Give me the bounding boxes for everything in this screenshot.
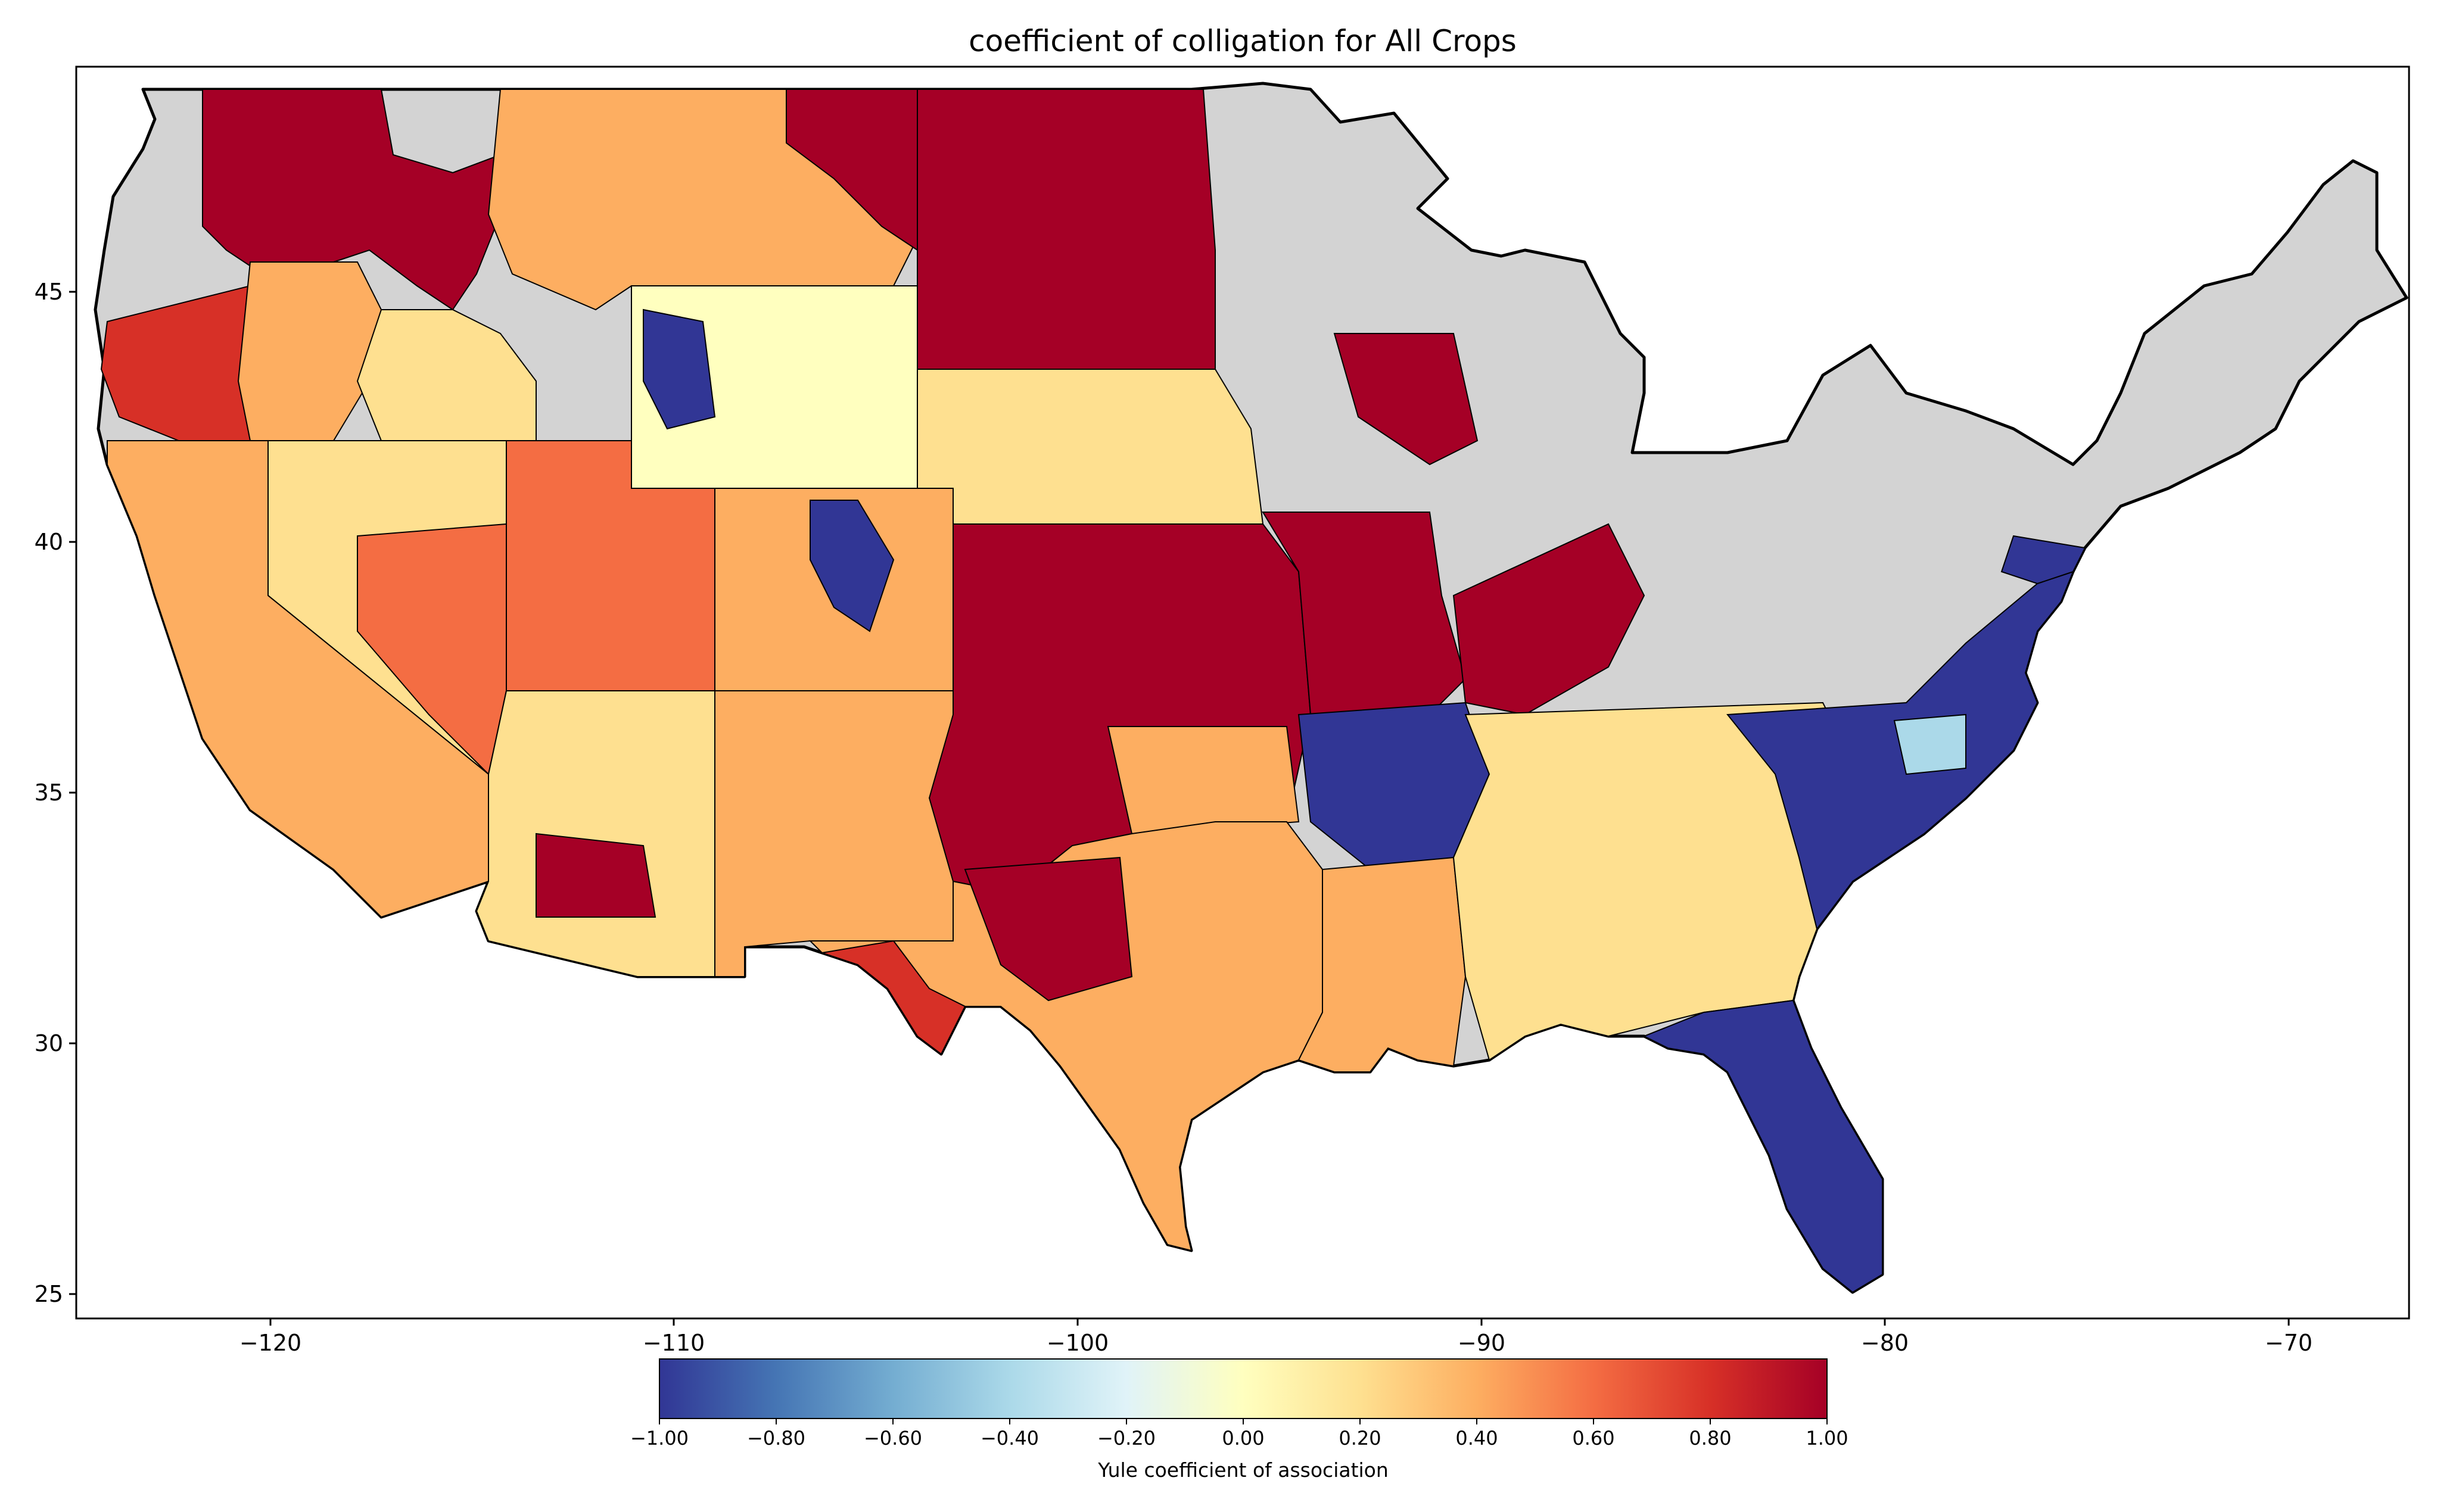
colorbar-tick-label: 0.40 (1455, 1427, 1498, 1449)
region-colorado-blue (810, 500, 895, 632)
y-tick-label: 35 (35, 780, 63, 806)
colorbar-tick-label: 0.20 (1339, 1427, 1381, 1449)
colorbar-tick-label: −0.60 (864, 1427, 922, 1449)
map-title: coefficient of colligation for All Crops (969, 24, 1517, 58)
y-tick-label: 30 (35, 1030, 63, 1056)
x-axis: −120 −110 −100 −90 −80 −70 (239, 1318, 2313, 1356)
colorbar-tick-label: 0.80 (1689, 1427, 1731, 1449)
region-california (107, 440, 489, 918)
region-oregon-east (237, 261, 382, 441)
x-tick-label: −90 (1458, 1330, 1505, 1356)
x-tick-label: −70 (2265, 1330, 2313, 1356)
colorbar-label: Yule coefficient of association (1097, 1458, 1389, 1482)
colorbar-tick-label: −0.40 (981, 1427, 1039, 1449)
region-mid-atlantic-blue (2000, 535, 2086, 585)
region-arizona (475, 690, 715, 977)
x-tick-label: −100 (1047, 1330, 1109, 1356)
x-tick-label: −80 (1861, 1330, 1909, 1356)
colorbar-tick-label: −1.00 (630, 1427, 689, 1449)
x-tick-label: −120 (239, 1330, 301, 1356)
region-louisiana (1297, 856, 1467, 1073)
region-oklahoma-central (1107, 726, 1300, 835)
region-idaho (356, 309, 537, 441)
colorbar-tick-label: 0.00 (1222, 1427, 1264, 1449)
region-arizona-red (536, 833, 656, 918)
region-new-mexico (714, 690, 954, 977)
colorbar-tick-label: 1.00 (1806, 1427, 1848, 1449)
region-minnesota-south (1333, 333, 1479, 466)
x-tick-label: −110 (643, 1330, 705, 1356)
region-florida (1642, 999, 1883, 1293)
region-nebraska (917, 369, 1264, 525)
colorbar-tick-label: −0.80 (747, 1427, 805, 1449)
region-iowa-missouri (1262, 512, 1467, 715)
region-texas-west-red (821, 940, 966, 1055)
colorbar-tick-label: 0.60 (1572, 1427, 1614, 1449)
map-layer (94, 82, 2408, 1294)
y-tick-label: 45 (35, 279, 63, 305)
region-dakotas (917, 89, 1216, 370)
region-georgia-carolinas-blue (1726, 570, 2074, 931)
plot-frame (75, 66, 2410, 1320)
y-axis: 45 40 35 30 25 (35, 279, 76, 1307)
y-tick-label: 25 (35, 1281, 63, 1307)
region-wyoming-west (643, 308, 716, 430)
region-texas-north-red (964, 856, 1133, 1002)
colorbar-ticks: −1.00 −0.80 −0.60 −0.40 −0.20 0.00 0.20 0.40 0.6… (630, 1419, 1848, 1449)
colorbar-tick-label: −0.20 (1097, 1427, 1156, 1449)
region-pnw-interior (202, 89, 501, 311)
y-tick-label: 40 (35, 529, 63, 555)
colorbar (659, 1358, 1828, 1419)
region-nc-light (1893, 713, 1966, 775)
